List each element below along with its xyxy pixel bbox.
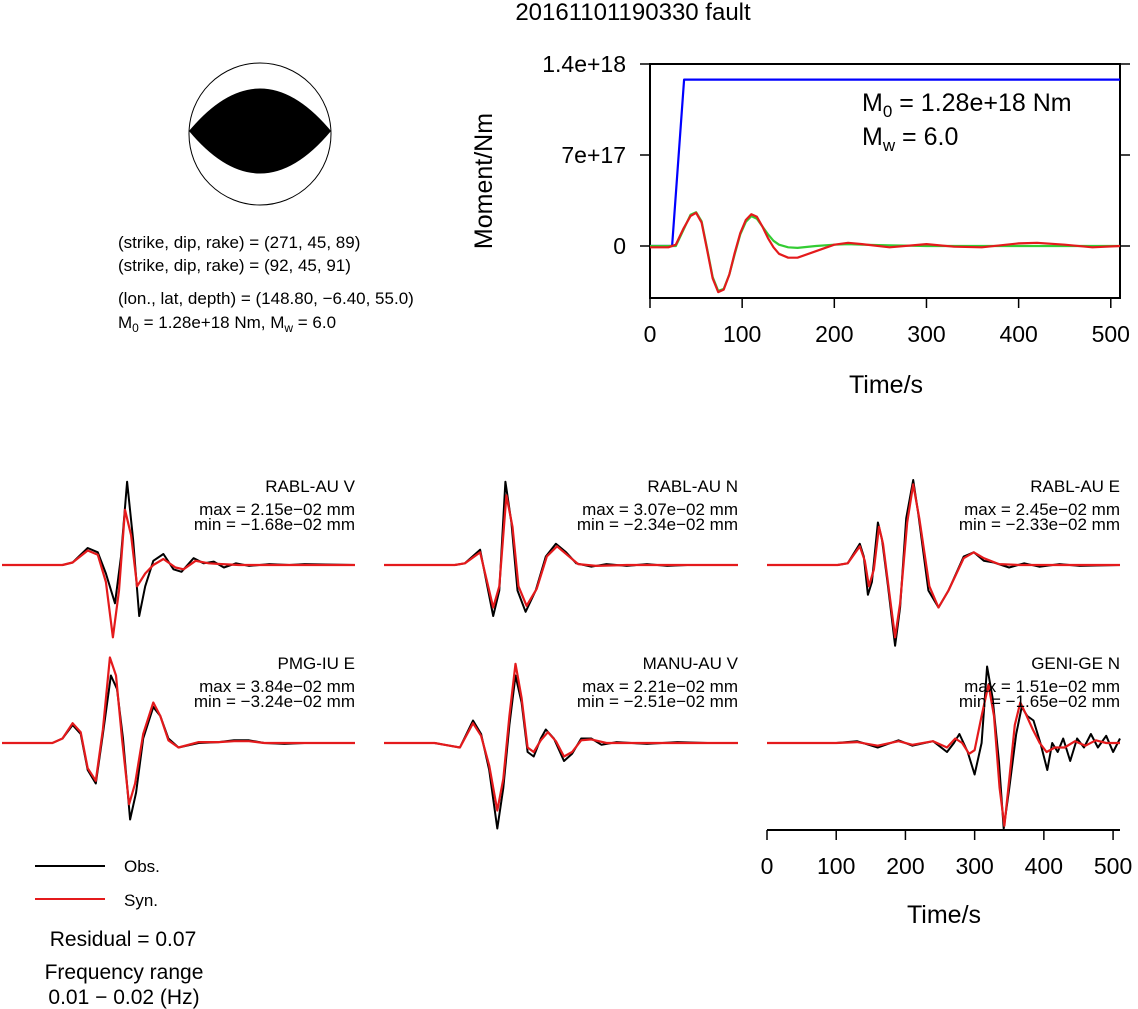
moment-ytick-label: 0 <box>613 233 626 259</box>
station-label: PMG-IU E <box>278 654 355 673</box>
trace-xtick-label: 100 <box>817 853 855 879</box>
max-amplitude-label: max = 2.21e−02 mm <box>582 677 738 696</box>
min-amplitude-label: min = −1.68e−02 mm <box>194 515 355 534</box>
mechanism-line-2: (strike, dip, rake) = (92, 45, 91) <box>118 256 351 275</box>
trace-xtick-label: 400 <box>1025 853 1063 879</box>
moment-ytick-label: 1.4e+18 <box>542 51 626 77</box>
legend: Obs. Syn. <box>35 857 160 910</box>
moment-rate-green-curve <box>650 211 1120 292</box>
beachball-compression <box>189 88 331 174</box>
synthetic-trace <box>767 683 1120 827</box>
moment-xlabel: Time/s <box>849 371 923 399</box>
min-amplitude-label: min = −2.51e−02 mm <box>577 692 738 711</box>
moment-xtick-label: 0 <box>644 321 657 347</box>
trace-axis-ticks: 0 100 200 300 400 500 <box>761 830 1132 879</box>
moment-panel: 0 7e+17 1.4e+18 0 100 200 300 400 500 M0 = 1.28e… <box>470 51 1130 399</box>
mechanism-info: (strike, dip, rake) = (271, 45, 89) (str… <box>118 233 414 335</box>
residual-text: Residual = 0.07 <box>50 928 197 951</box>
mechanism-line-4: M0 = 1.28e+18 Nm, Mw = 6.0 <box>118 313 336 335</box>
moment-rate-red-curve <box>650 211 1121 294</box>
max-amplitude-label: max = 1.51e−02 mm <box>964 677 1120 696</box>
min-amplitude-label: min = −2.34e−02 mm <box>577 515 738 534</box>
trace-xtick-label: 500 <box>1094 853 1132 879</box>
moment-plot-frame <box>649 63 1121 299</box>
trace-xlabel: Time/s <box>907 901 981 929</box>
beachball <box>188 62 332 206</box>
station-label: RABL-AU E <box>1030 477 1120 496</box>
legend-obs-label: Obs. <box>124 857 160 876</box>
legend-syn-label: Syn. <box>124 891 158 910</box>
moment-xtick-label: 400 <box>999 321 1037 347</box>
trace-xtick-label: 200 <box>886 853 924 879</box>
synthetic-trace <box>384 662 738 812</box>
station-label: RABL-AU N <box>647 477 738 496</box>
min-amplitude-label: min = −3.24e−02 mm <box>194 692 355 711</box>
trace-xtick-label: 0 <box>761 853 774 879</box>
moment-xtick-label: 200 <box>815 321 853 347</box>
moment-mw-label: Mw = 6.0 <box>862 123 958 155</box>
frequency-title: Frequency range <box>45 961 204 984</box>
synthetic-trace <box>384 494 738 609</box>
moment-m0-label: M0 = 1.28e+18 Nm <box>862 89 1072 121</box>
min-amplitude-label: min = −2.33e−02 mm <box>959 515 1120 534</box>
max-amplitude-label: max = 2.15e−02 mm <box>199 500 355 519</box>
figure-title: 20161101190330 fault <box>515 0 751 26</box>
moment-series <box>650 78 1121 294</box>
station-label: MANU-AU V <box>643 654 739 673</box>
trace-time-axis: 0 100 200 300 400 500 Time/s <box>761 829 1132 929</box>
synthetic-trace <box>2 656 355 806</box>
mechanism-line-1: (strike, dip, rake) = (271, 45, 89) <box>118 233 360 252</box>
synthetic-trace <box>767 483 1120 639</box>
min-amplitude-label: min = −1.65e−02 mm <box>959 692 1120 711</box>
moment-ytick-label: 7e+17 <box>561 142 626 168</box>
max-amplitude-label: max = 3.07e−02 mm <box>582 500 738 519</box>
mechanism-line-3: (lon., lat, depth) = (148.80, −6.40, 55.… <box>118 289 414 308</box>
moment-xtick-label: 500 <box>1092 321 1130 347</box>
trace-xtick-label: 300 <box>955 853 993 879</box>
synthetic-trace <box>2 508 355 639</box>
station-label: RABL-AU V <box>265 477 355 496</box>
station-label: GENI-GE N <box>1031 654 1120 673</box>
moment-ylabel: Moment/Nm <box>470 113 498 249</box>
max-amplitude-label: max = 2.45e−02 mm <box>964 500 1120 519</box>
moment-axes: 0 7e+17 1.4e+18 0 100 200 300 400 500 <box>542 51 1130 347</box>
max-amplitude-label: max = 3.84e−02 mm <box>199 677 355 696</box>
moment-xtick-label: 100 <box>723 321 761 347</box>
frequency-range: 0.01 − 0.02 (Hz) <box>48 986 199 1009</box>
moment-xtick-label: 300 <box>907 321 945 347</box>
